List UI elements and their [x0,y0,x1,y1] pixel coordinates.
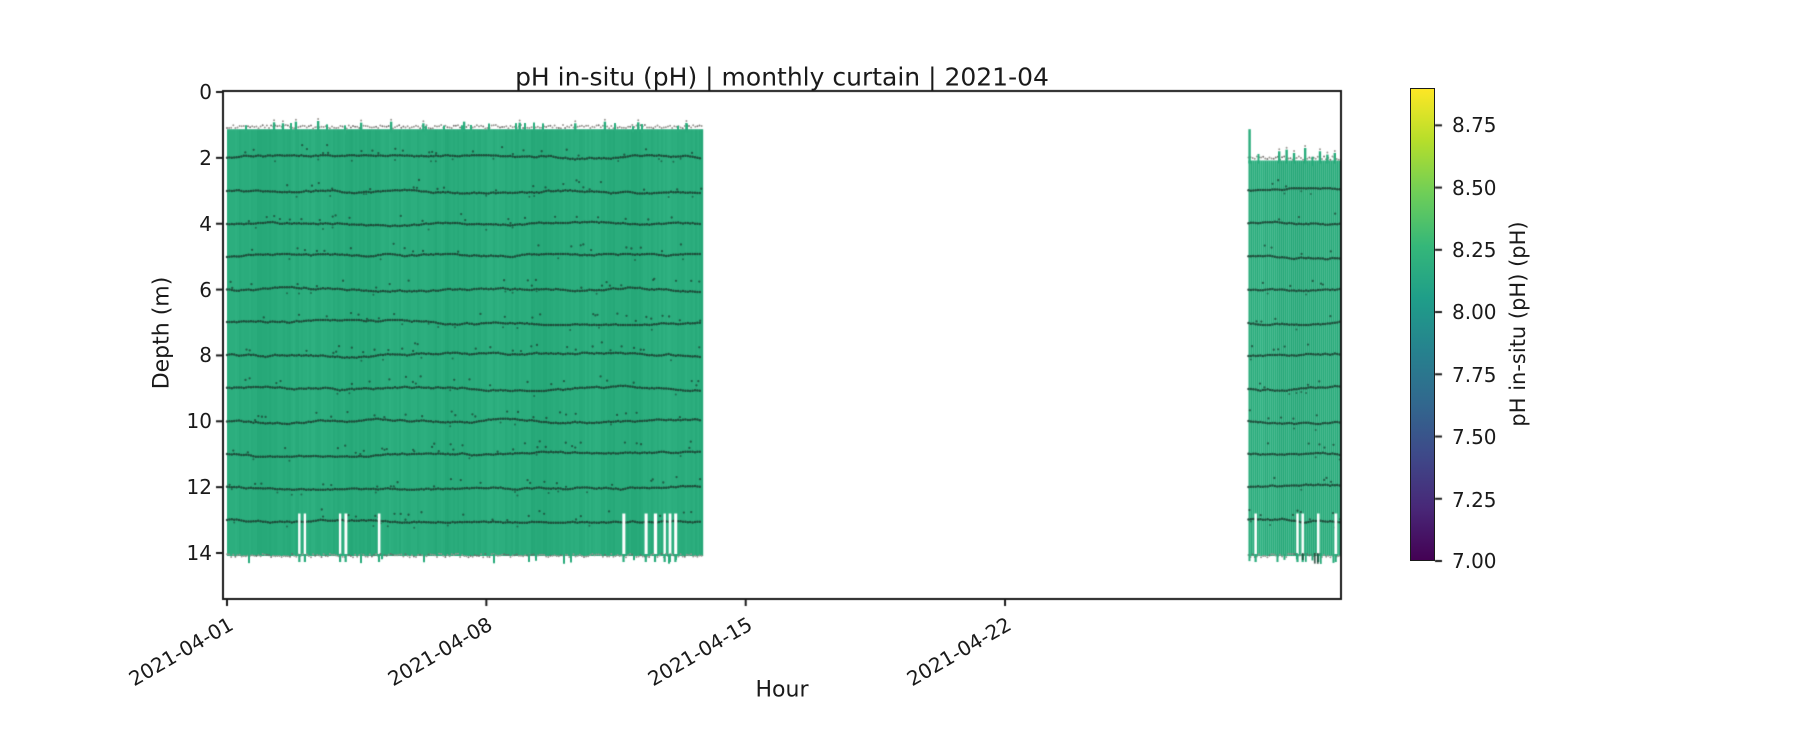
y-tick-label: 14 [186,541,212,565]
y-tick-label: 8 [199,343,212,367]
colorbar-tick-label: 7.25 [1452,488,1497,512]
colorbar-tick-label: 7.50 [1452,425,1497,449]
colorbar-gradient [1410,88,1435,561]
colorbar-label: pH in-situ (pH) (pH) [1506,221,1530,427]
y-tick-label: 12 [186,475,212,499]
colorbar-tick-label: 8.75 [1452,113,1497,137]
y-tick-label: 6 [199,278,212,302]
y-tick-label: 0 [199,80,212,104]
chart-title: pH in-situ (pH) | monthly curtain | 2021… [515,62,1049,92]
y-tick-label: 2 [199,146,212,170]
colorbar-tick-label: 8.25 [1452,238,1497,262]
x-axis-label: Hour [755,677,809,703]
colorbar-tick-label: 8.50 [1452,176,1497,200]
colorbar-tick-label: 8.00 [1452,300,1497,324]
colorbar-tick-label: 7.75 [1452,363,1497,387]
y-tick-label: 4 [199,212,212,236]
colorbar-tick-label: 7.00 [1452,549,1497,573]
y-tick-label: 10 [186,409,212,433]
